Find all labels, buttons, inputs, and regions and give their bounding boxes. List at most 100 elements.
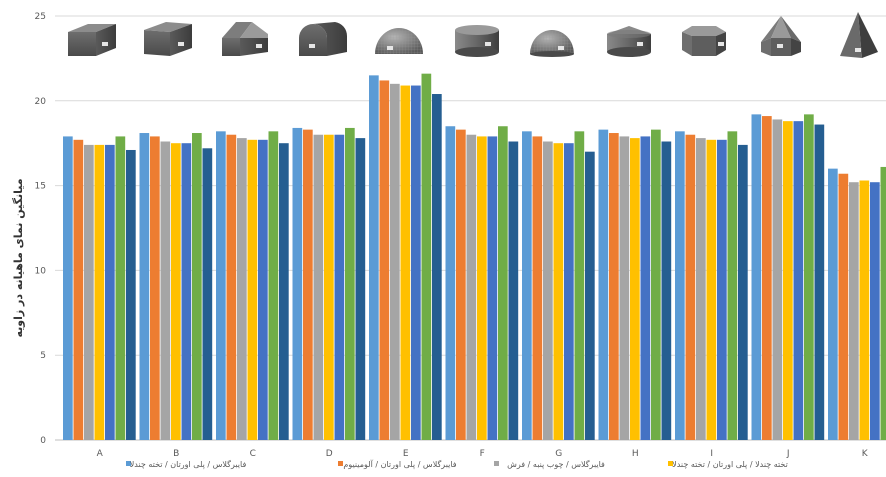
bar (421, 73, 432, 440)
bar (226, 134, 237, 440)
bar (727, 131, 738, 440)
x-tick-label: B (173, 449, 179, 459)
x-tick-label: F (480, 449, 485, 459)
x-tick-label: A (97, 449, 104, 459)
bar (870, 182, 880, 440)
bar (268, 131, 279, 440)
y-tick-label: 25 (35, 12, 46, 22)
bar (258, 139, 268, 441)
bar (324, 134, 334, 440)
bar (508, 141, 519, 440)
hemisphere-icon (530, 30, 574, 57)
x-tick-label: D (326, 449, 333, 459)
bar (313, 134, 324, 440)
bar (783, 121, 793, 440)
bar (63, 136, 73, 440)
bar (696, 138, 706, 440)
bar (814, 124, 825, 440)
bar (379, 80, 390, 440)
bar (553, 143, 564, 440)
x-tick-label: E (403, 449, 409, 459)
bar (139, 133, 150, 441)
bar (859, 180, 870, 440)
bar (498, 126, 508, 441)
bar (793, 121, 804, 440)
bar (456, 129, 466, 440)
bar (160, 141, 171, 440)
pyramid-icon (840, 12, 878, 58)
bar (477, 136, 487, 440)
bar (564, 143, 574, 440)
bar (466, 134, 477, 440)
bar (706, 139, 717, 441)
bar (432, 94, 442, 441)
bar (73, 139, 84, 441)
bar (150, 136, 160, 440)
bar (487, 136, 498, 440)
bar (279, 143, 289, 440)
legend-item-label: فایبرگلاس / پلی اورتان / تخته چندلا (130, 459, 247, 469)
bar (762, 116, 772, 441)
bar (574, 131, 585, 440)
bar (717, 139, 727, 441)
x-tick-label: I (710, 449, 713, 459)
bar (532, 136, 543, 440)
y-axis: 0 5 10 15 20 25 (35, 12, 47, 446)
y-tick-label: 15 (35, 182, 46, 192)
bar (661, 141, 672, 440)
bar (630, 138, 640, 440)
gable-house-icon (222, 22, 268, 56)
dome-icon (375, 28, 423, 54)
bar (838, 173, 849, 440)
y-tick-label: 0 (40, 436, 46, 446)
bar (619, 136, 630, 440)
bar (543, 141, 553, 440)
legend-swatch (338, 461, 343, 466)
bar (237, 138, 247, 440)
y-tick-label: 20 (35, 97, 47, 107)
shape-icons (68, 12, 878, 58)
legend-item-label: فایبرگلاس / پلی اورتان / آلومینیوم (343, 459, 456, 469)
bar (303, 129, 313, 440)
bar (192, 133, 202, 441)
bar (390, 83, 400, 440)
x-tick-label: G (555, 449, 562, 459)
cylinder-icon (455, 25, 499, 57)
bar (598, 129, 609, 440)
legend: فایبرگلاس / پلی اورتان / تخته چندلا فایبر… (126, 459, 788, 469)
bar (651, 129, 661, 440)
octagonal-prism-icon (682, 26, 726, 56)
bar (105, 144, 115, 440)
bar (369, 75, 379, 441)
bar (247, 139, 258, 441)
bar (640, 136, 651, 440)
x-axis: A B C D E F G H I J K (97, 449, 869, 459)
x-tick-label: H (632, 449, 639, 459)
y-tick-label: 10 (35, 266, 47, 276)
bars (63, 73, 886, 441)
bar (126, 149, 136, 440)
legend-swatch (126, 461, 131, 466)
bar (292, 127, 303, 440)
bar (345, 127, 355, 440)
legend-swatch (494, 461, 499, 466)
bar (880, 166, 886, 440)
bar (772, 119, 783, 441)
bar (609, 133, 619, 441)
bar (411, 85, 421, 440)
vault-icon (299, 22, 348, 56)
bar (334, 134, 345, 440)
bar (400, 85, 411, 440)
legend-swatch (668, 461, 673, 466)
bar (202, 148, 213, 440)
x-tick-label: J (786, 449, 790, 459)
bar (445, 126, 456, 441)
bar (216, 131, 226, 440)
bar (828, 168, 838, 440)
bar (171, 143, 181, 440)
bar (84, 144, 94, 440)
x-tick-label: K (862, 449, 869, 459)
bar (751, 114, 762, 441)
bar (685, 134, 696, 440)
